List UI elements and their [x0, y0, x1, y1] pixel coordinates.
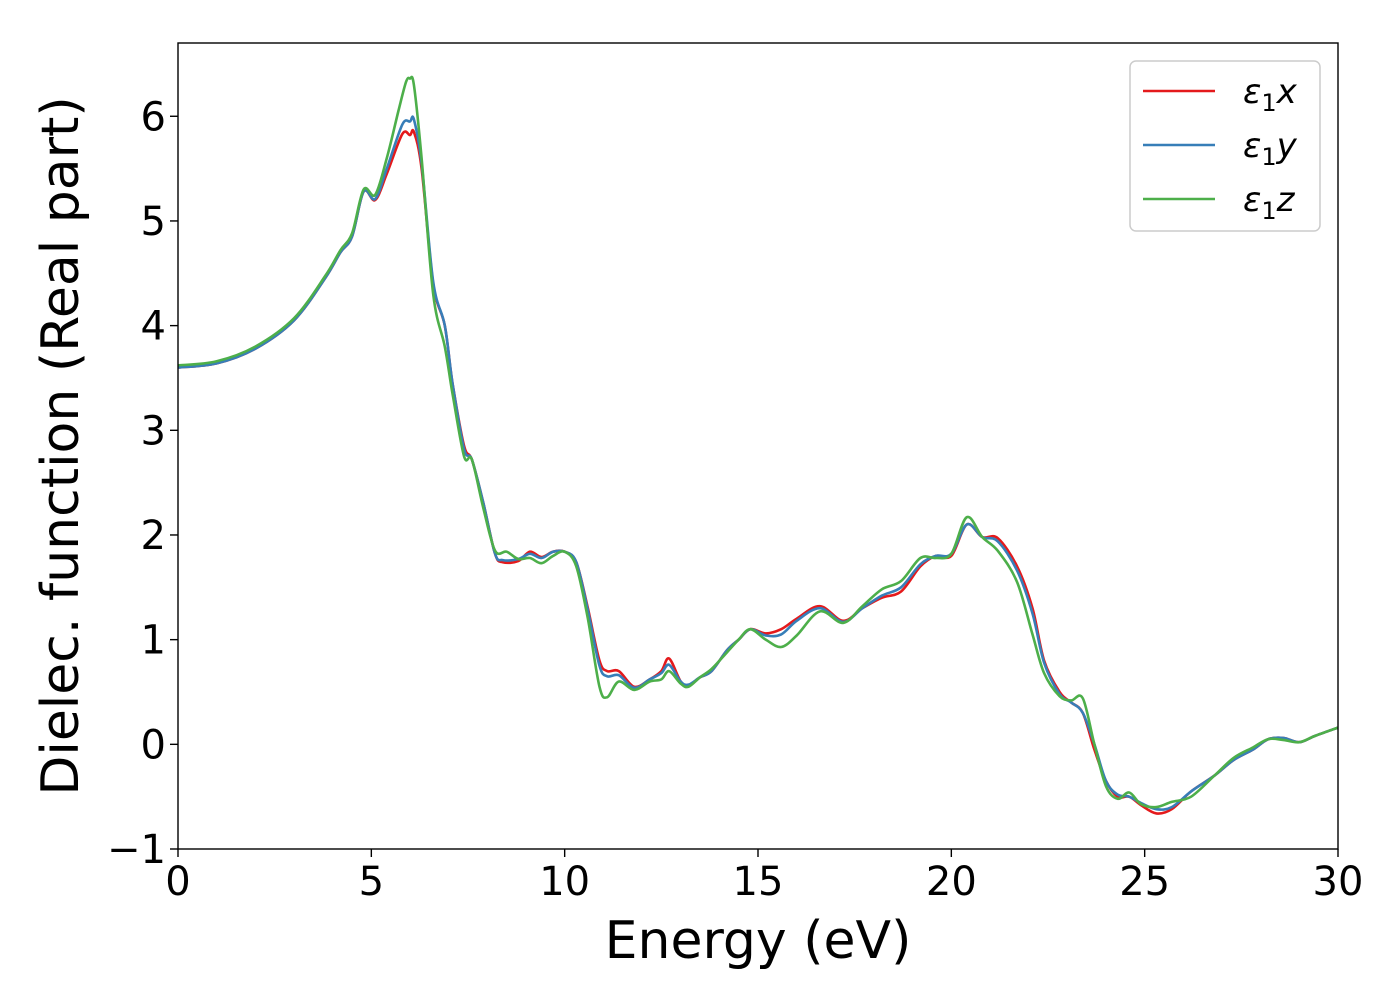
x-tick-label: 15	[733, 859, 784, 905]
y-axis-label: Dielec. function (Real part)	[31, 96, 91, 795]
legend-label-y: ε1y	[1243, 126, 1298, 171]
x-ticks: 0 5 10 15 20 25 30	[165, 849, 1363, 905]
x-tick-label: 10	[539, 859, 590, 905]
y-tick-label: 3	[141, 408, 166, 454]
legend-box	[1129, 60, 1321, 232]
y-ticks: −1 0 1 2 3 4 5 6	[107, 94, 178, 873]
legend: ε1x ε1y ε1z	[1129, 60, 1321, 232]
x-tick-label: 20	[926, 859, 977, 905]
y-tick-label: 6	[141, 94, 166, 140]
legend-label-x: ε1x	[1243, 72, 1298, 117]
x-tick-label: 30	[1313, 859, 1364, 905]
legend-label-z: ε1z	[1243, 180, 1296, 225]
x-tick-label: 5	[359, 859, 384, 905]
y-tick-label: 5	[141, 199, 166, 245]
series-line-z	[177, 75, 1339, 809]
x-tick-label: 0	[165, 859, 190, 905]
x-axis-label: Energy (eV)	[605, 911, 912, 971]
y-tick-label: 0	[141, 722, 166, 768]
y-tick-label: 1	[141, 618, 166, 664]
y-tick-label: 2	[141, 513, 166, 559]
series-layer	[177, 75, 1339, 815]
x-tick-label: 25	[1119, 859, 1170, 905]
y-tick-label: 4	[141, 304, 166, 350]
y-tick-label: −1	[107, 827, 166, 873]
